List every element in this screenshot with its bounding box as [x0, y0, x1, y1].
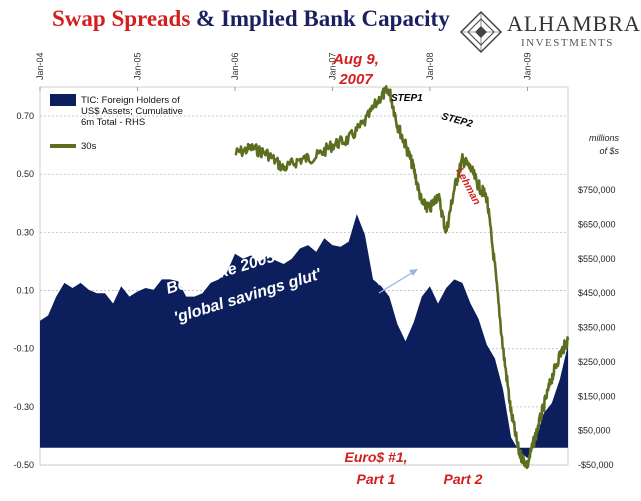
alhambra-diamond-icon — [459, 10, 503, 54]
right-axis-title-line2: of $s — [599, 146, 619, 156]
annotation-aug9: 2007 — [338, 71, 373, 88]
chart-title-part1: Swap Spreads — [52, 6, 191, 31]
green-shoots-arrow-shaft — [378, 270, 416, 294]
right-tick-label: $750,000 — [578, 185, 616, 195]
chart-title: Swap Spreads & Implied Bank Capacity — [52, 6, 450, 32]
left-tick-label: 0.10 — [16, 286, 34, 296]
left-tick-label: -0.10 — [13, 344, 34, 354]
legend-label-tic: 6m Total - RHS — [81, 117, 145, 128]
annotation-green-shoots: 'green shoots' — [376, 240, 432, 292]
right-axis-title-line1: millions — [589, 133, 620, 143]
x-tick-label: Jan-07 — [327, 52, 337, 80]
left-tick-label: -0.50 — [13, 460, 34, 470]
x-tick-label: Jan-05 — [132, 52, 142, 80]
x-tick-label: Jan-08 — [425, 52, 435, 80]
right-tick-label: $350,000 — [578, 323, 616, 333]
annotation-euro1: Euro$ #1, — [344, 449, 407, 465]
logo-subtitle: INVESTMENTS — [521, 37, 614, 49]
chart-title-part2: & Implied Bank Capacity — [196, 6, 450, 31]
legend-swatch-tic — [50, 94, 76, 106]
annotation-aug9: Aug 9, — [332, 51, 379, 68]
legend-label-tic: US$ Assets; Cumulative — [81, 106, 183, 117]
annotation-step2: STEP2 — [440, 111, 474, 130]
legend-label-tic: TIC: Foreign Holders of — [81, 95, 180, 106]
logo-name: ALHAMBRA — [507, 11, 641, 36]
left-tick-label: 0.70 — [16, 111, 34, 121]
brand-logo: ALHAMBRA INVESTMENTS — [459, 10, 640, 54]
right-tick-label: $250,000 — [578, 357, 616, 367]
left-tick-label: -0.30 — [13, 402, 34, 412]
left-tick-label: 0.30 — [16, 227, 34, 237]
green-shoots-arrowhead — [409, 269, 418, 276]
x-tick-label: Jan-04 — [35, 52, 45, 80]
tic-area-series — [40, 214, 568, 459]
right-tick-label: $650,000 — [578, 219, 616, 229]
right-tick-label: -$50,000 — [578, 460, 614, 470]
left-tick-label: 0.50 — [16, 169, 34, 179]
right-tick-label: $550,000 — [578, 254, 616, 264]
right-tick-label: $150,000 — [578, 391, 616, 401]
annotation-part2: Part 2 — [444, 471, 483, 487]
x-tick-label: Jan-06 — [230, 52, 240, 80]
annotation-euro1: Part 1 — [357, 471, 396, 487]
legend-label-30s: 30s — [81, 141, 97, 152]
x-tick-label: Jan-09 — [522, 52, 532, 80]
right-tick-label: $50,000 — [578, 426, 611, 436]
thirties-line-series — [234, 85, 570, 470]
right-tick-label: $450,000 — [578, 288, 616, 298]
annotation-step1: STEP1 — [391, 93, 423, 104]
